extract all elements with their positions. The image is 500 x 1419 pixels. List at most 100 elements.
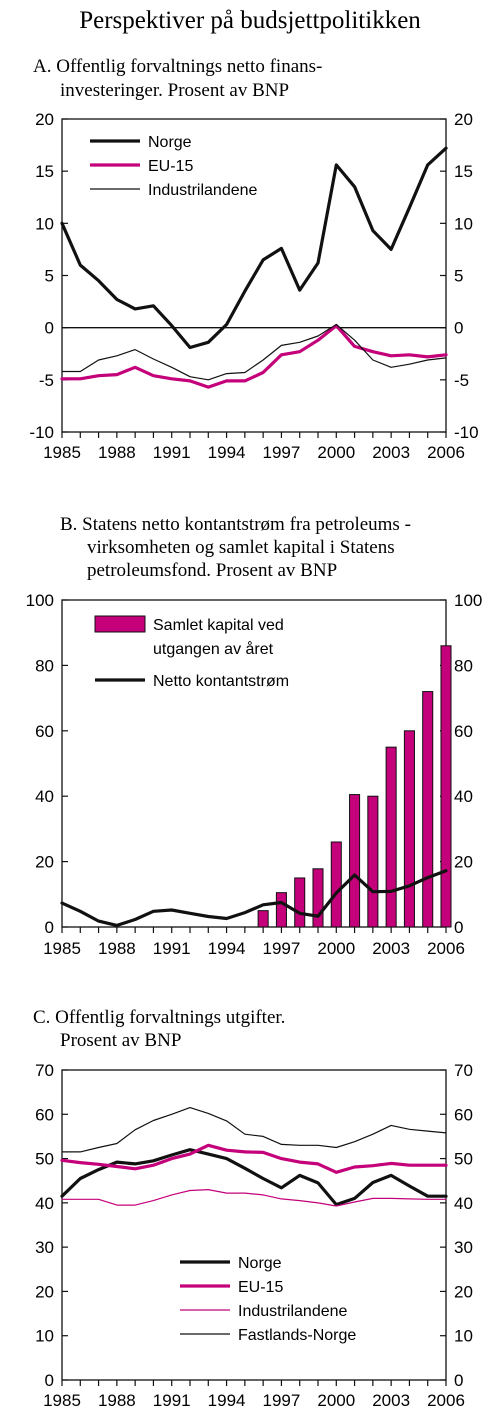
bar-samlet-kapital bbox=[367, 795, 379, 928]
series-line-eu-15 bbox=[60, 1143, 448, 1174]
series-line-norge bbox=[60, 1148, 448, 1207]
y-tick-label-right: 50 bbox=[454, 1150, 473, 1169]
x-tick-label: 1997 bbox=[263, 1391, 301, 1410]
legend-label: Norge bbox=[148, 134, 192, 151]
bar-samlet-kapital bbox=[294, 877, 306, 928]
x-tick-label: 2006 bbox=[427, 1391, 465, 1410]
panel-title-line: petroleumsfond. Prosent av BNP bbox=[87, 560, 337, 581]
y-tick-label-left: 0 bbox=[45, 319, 54, 338]
y-tick-label-left: 20 bbox=[35, 110, 54, 129]
x-tick-label: 1985 bbox=[43, 443, 81, 462]
legend-swatch bbox=[94, 615, 146, 633]
legend-label: Industrilandene bbox=[238, 1303, 348, 1320]
y-tick-label-left: 80 bbox=[35, 656, 54, 675]
legend-label: Netto kontantstrøm bbox=[153, 673, 289, 690]
y-tick-label-left: 70 bbox=[35, 1061, 54, 1080]
panel-title-line: A. Offentlig forvaltnings netto finans- bbox=[33, 56, 322, 77]
x-tick-label: 1991 bbox=[153, 1391, 191, 1410]
x-tick-label: 2006 bbox=[427, 939, 465, 958]
y-tick-label-left: 40 bbox=[35, 787, 54, 806]
x-tick-label: 1994 bbox=[208, 1391, 246, 1410]
panel-title-line: B. Statens netto kontantstrøm fra petrol… bbox=[60, 514, 411, 535]
panel-b: B. Statens netto kontantstrøm fra petrol… bbox=[26, 514, 483, 958]
x-tick-label: 2003 bbox=[372, 939, 410, 958]
series-line-netto-kontantstrom bbox=[60, 869, 448, 927]
y-tick-label-left: 10 bbox=[35, 214, 54, 233]
series-line-fastlands-norge bbox=[61, 1107, 447, 1153]
y-tick-label-right: 15 bbox=[454, 162, 473, 181]
legend-label: Industrilandene bbox=[148, 182, 258, 199]
y-tick-label-left: 0 bbox=[45, 1371, 54, 1390]
legend-label: Fastlands-Norge bbox=[238, 1327, 356, 1344]
x-tick-label: 1988 bbox=[98, 443, 136, 462]
y-tick-label-left: 0 bbox=[45, 918, 54, 937]
y-tick-label-right: 10 bbox=[454, 214, 473, 233]
x-tick-label: 1997 bbox=[263, 443, 301, 462]
y-tick-label-right: 30 bbox=[454, 1238, 473, 1257]
x-tick-label: 2003 bbox=[372, 443, 410, 462]
y-tick-label-right: 40 bbox=[454, 1194, 473, 1213]
y-tick-label-left: 100 bbox=[26, 591, 54, 610]
bar-samlet-kapital bbox=[422, 691, 434, 928]
y-tick-label-right: 20 bbox=[454, 1282, 473, 1301]
plot-frame bbox=[61, 1069, 447, 1381]
panel-title-line: virksomheten og samlet kapital i Statens bbox=[87, 537, 395, 558]
y-tick-label-right: 20 bbox=[454, 853, 473, 872]
y-tick-label-right: -5 bbox=[454, 371, 469, 390]
y-tick-label-left: 20 bbox=[35, 1282, 54, 1301]
x-tick-label: 1994 bbox=[208, 939, 246, 958]
bar-samlet-kapital bbox=[385, 746, 397, 928]
y-tick-label-left: 40 bbox=[35, 1194, 54, 1213]
x-tick-label: 2000 bbox=[317, 1391, 355, 1410]
series-line-norge bbox=[60, 146, 448, 350]
y-tick-label-left: 15 bbox=[35, 162, 54, 181]
panel-title-line: investeringer. Prosent av BNP bbox=[60, 80, 289, 101]
y-tick-label-right: 5 bbox=[454, 267, 463, 286]
bar-samlet-kapital bbox=[349, 794, 361, 928]
y-tick-label-right: 40 bbox=[454, 787, 473, 806]
legend-label: Norge bbox=[238, 1255, 282, 1272]
page-title: Perspektiver på budsjettpolitikken bbox=[79, 7, 421, 34]
bar-samlet-kapital bbox=[403, 730, 415, 928]
x-tick-label: 1991 bbox=[153, 443, 191, 462]
x-tick-label: 1994 bbox=[208, 443, 246, 462]
y-tick-label-right: 70 bbox=[454, 1061, 473, 1080]
y-tick-label-left: -10 bbox=[29, 423, 54, 442]
y-tick-label-right: 20 bbox=[454, 110, 473, 129]
y-tick-label-right: -10 bbox=[454, 423, 479, 442]
y-tick-label-right: 80 bbox=[454, 656, 473, 675]
panel-title-line: C. Offentlig forvaltnings utgifter. bbox=[33, 1007, 285, 1028]
bar-samlet-kapital bbox=[257, 910, 269, 928]
panel-a: A. Offentlig forvaltnings netto finans-i… bbox=[29, 56, 478, 462]
x-tick-label: 2000 bbox=[317, 443, 355, 462]
y-tick-label-right: 60 bbox=[454, 722, 473, 741]
bar-samlet-kapital bbox=[312, 868, 324, 928]
y-tick-label-left: 10 bbox=[35, 1327, 54, 1346]
y-tick-label-right: 10 bbox=[454, 1327, 473, 1346]
legend-label: EU-15 bbox=[238, 1279, 283, 1296]
legend-label: utgangen av året bbox=[153, 640, 274, 658]
x-tick-label: 2003 bbox=[372, 1391, 410, 1410]
y-tick-label-left: 20 bbox=[35, 853, 54, 872]
series-line-industrilandene bbox=[61, 323, 447, 381]
legend-label: Samlet kapital ved bbox=[153, 617, 284, 634]
bar-samlet-kapital bbox=[330, 841, 342, 928]
x-tick-label: 1985 bbox=[43, 1391, 81, 1410]
y-tick-label-right: 60 bbox=[454, 1105, 473, 1124]
y-tick-label-right: 0 bbox=[454, 319, 463, 338]
y-tick-label-right: 0 bbox=[454, 1371, 463, 1390]
series-line-eu-15 bbox=[60, 324, 448, 389]
bar-samlet-kapital bbox=[440, 645, 452, 928]
series-line-industrilandene bbox=[61, 1189, 447, 1207]
panel-c: C. Offentlig forvaltnings utgifter.Prose… bbox=[33, 1007, 473, 1410]
y-tick-label-left: 30 bbox=[35, 1238, 54, 1257]
y-tick-label-right: 100 bbox=[454, 591, 482, 610]
x-tick-label: 1985 bbox=[43, 939, 81, 958]
y-tick-label-left: 60 bbox=[35, 722, 54, 741]
x-tick-label: 1997 bbox=[263, 939, 301, 958]
y-tick-label-left: -5 bbox=[39, 371, 54, 390]
x-tick-label: 1991 bbox=[153, 939, 191, 958]
y-tick-label-right: 0 bbox=[454, 918, 463, 937]
x-tick-label: 1988 bbox=[98, 1391, 136, 1410]
